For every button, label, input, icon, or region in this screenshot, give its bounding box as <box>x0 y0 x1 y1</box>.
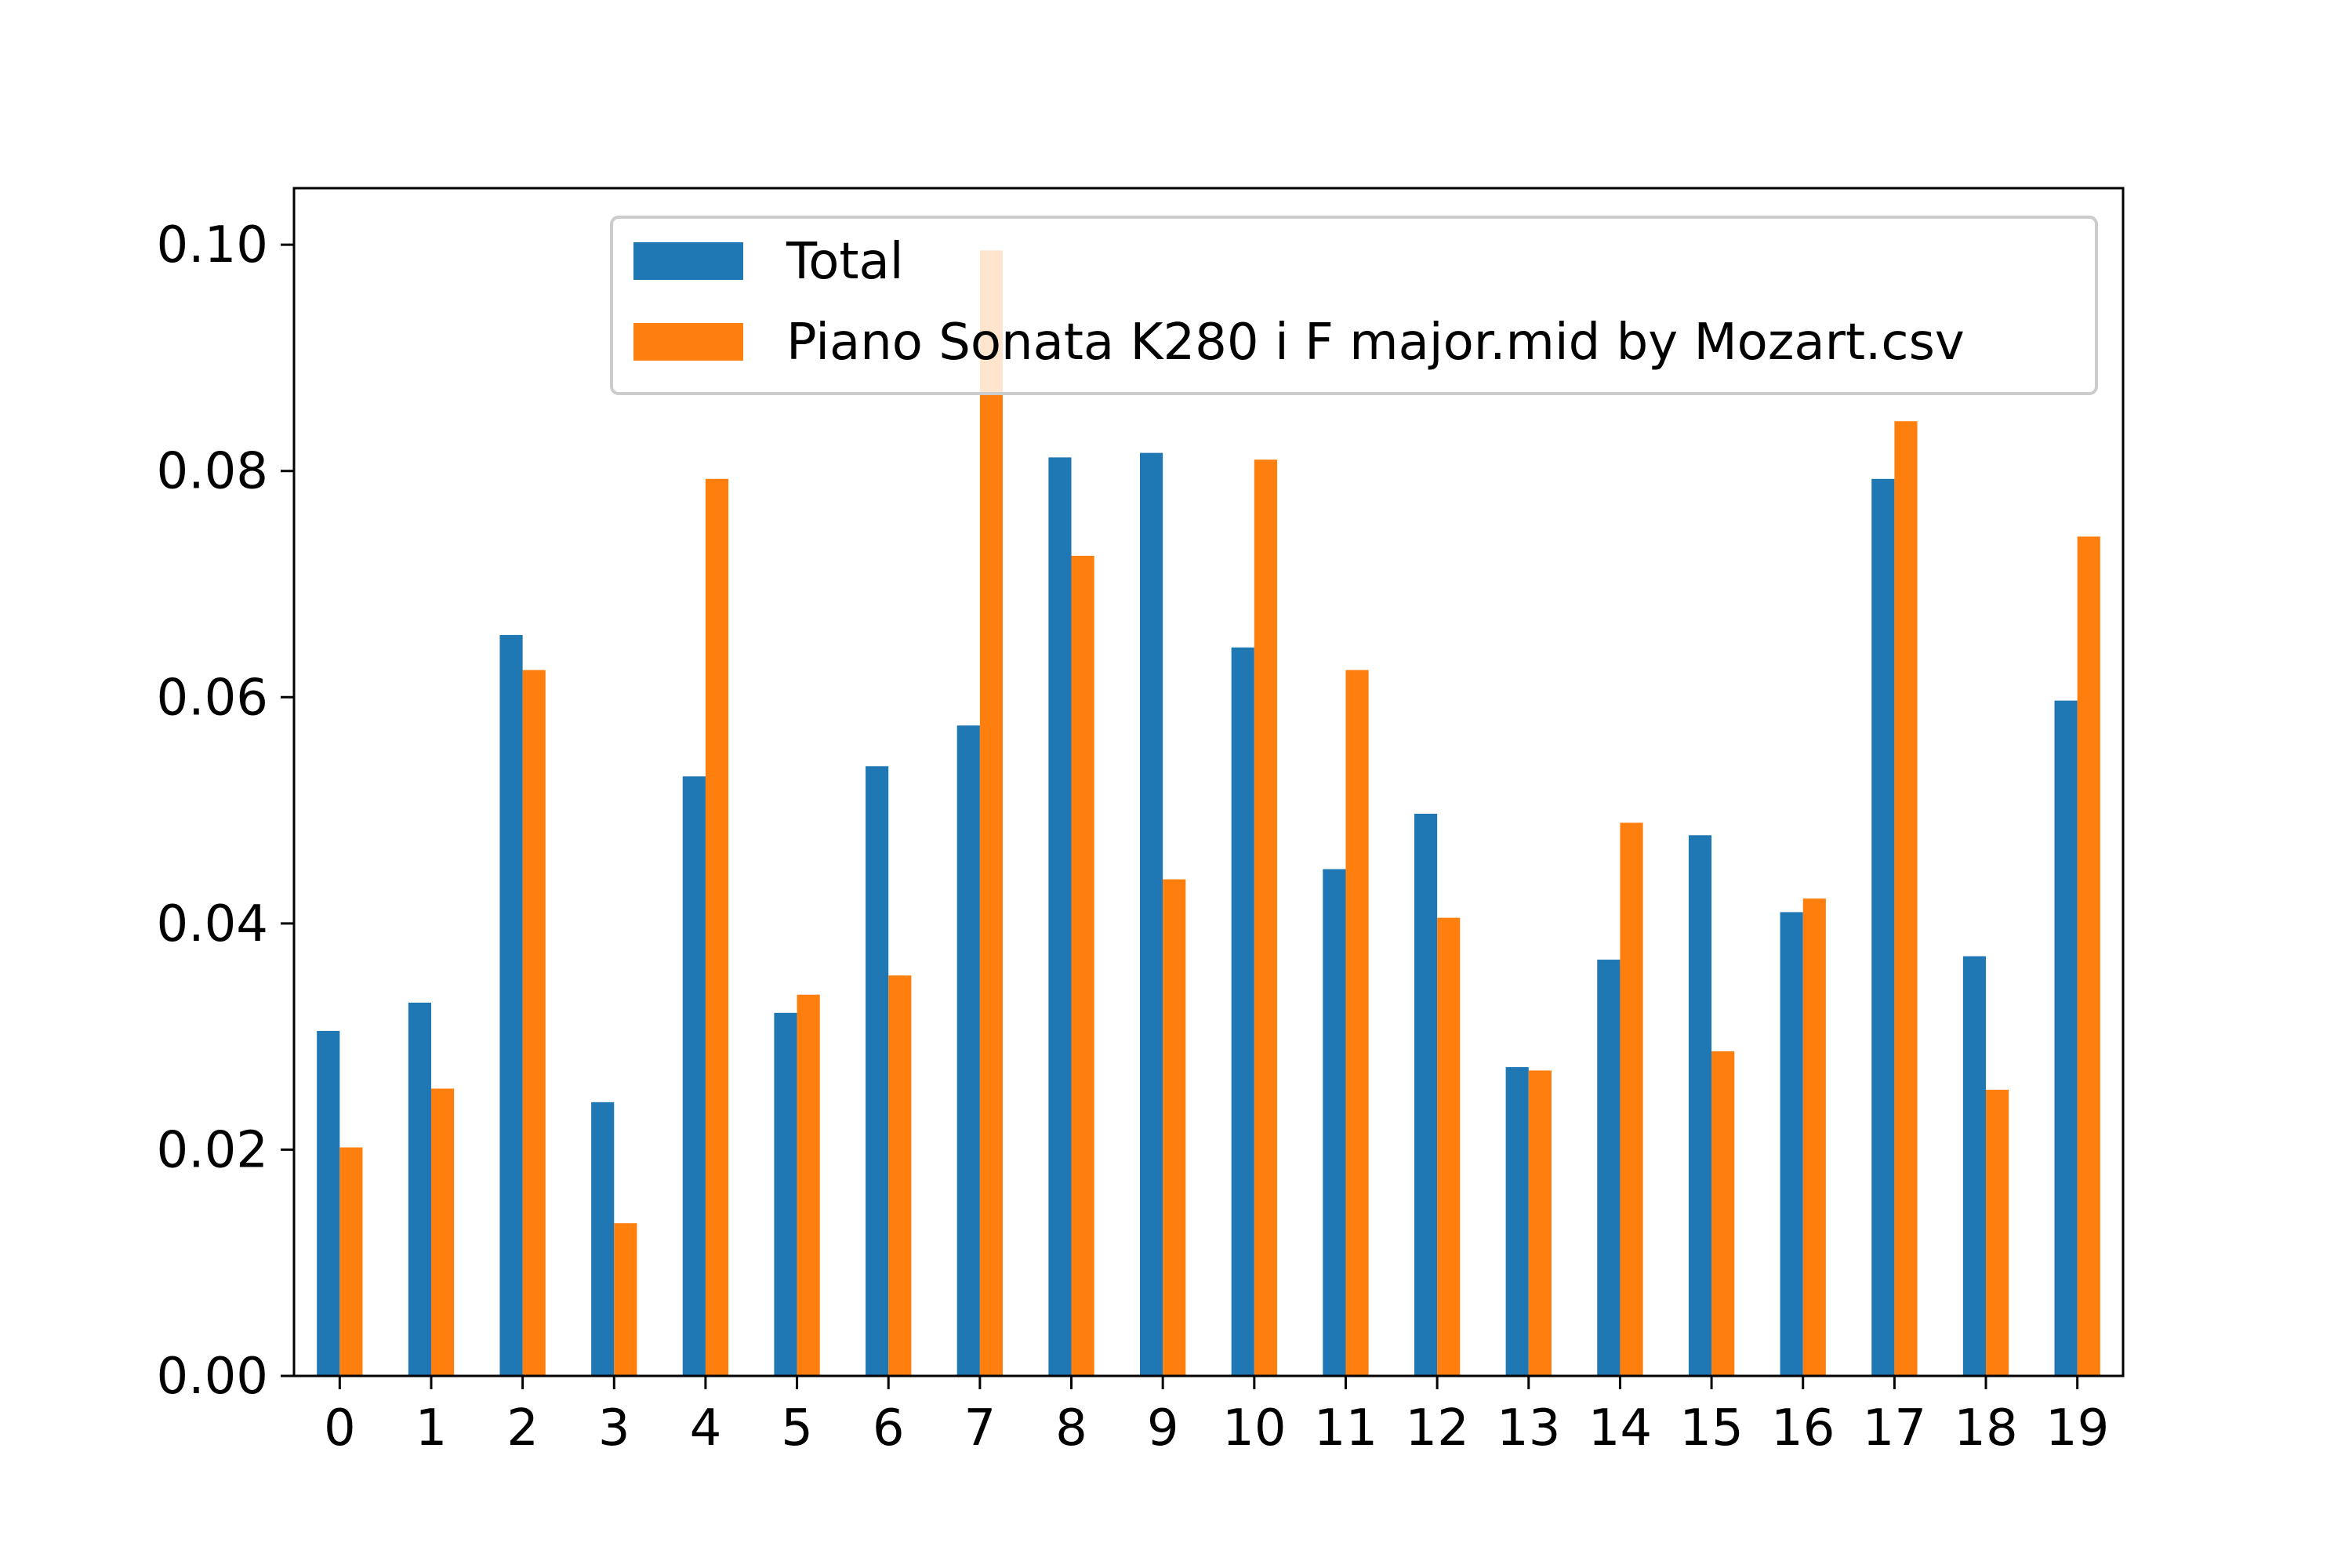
bar-series1-11 <box>1345 670 1369 1376</box>
bar-series0-5 <box>774 1012 797 1376</box>
y-tick-label: 0.08 <box>157 443 269 501</box>
x-tick-label: 11 <box>1314 1399 1377 1457</box>
x-tick-label: 0 <box>324 1399 356 1457</box>
x-tick-label: 9 <box>1147 1399 1179 1457</box>
x-tick-label: 12 <box>1405 1399 1468 1457</box>
bar-series0-0 <box>317 1030 340 1376</box>
bar-series0-12 <box>1414 813 1438 1376</box>
y-tick-label: 0.10 <box>157 216 269 274</box>
bar-series1-1 <box>430 1088 455 1376</box>
y-tick-label: 0.04 <box>157 895 269 953</box>
x-tick-label: 18 <box>1954 1399 2017 1457</box>
bar-series1-0 <box>339 1147 363 1376</box>
bar-series0-6 <box>866 766 889 1376</box>
bar-series0-2 <box>499 634 523 1376</box>
bar-series1-12 <box>1437 917 1461 1376</box>
bar-series0-11 <box>1323 869 1346 1376</box>
y-tick-label: 0.06 <box>157 669 269 727</box>
bar-series0-8 <box>1048 457 1072 1376</box>
bar-series0-15 <box>1688 835 1712 1376</box>
x-tick-label: 17 <box>1863 1399 1926 1457</box>
bar-series0-19 <box>2054 700 2078 1376</box>
legend: Total Piano Sonata K280 i F major.mid by… <box>610 216 2098 395</box>
bar-series1-8 <box>1071 555 1094 1376</box>
bar-series1-15 <box>1711 1051 1735 1376</box>
y-tick-label: 0.02 <box>157 1121 269 1179</box>
bar-series1-5 <box>797 994 820 1376</box>
bar-series1-19 <box>2077 536 2100 1376</box>
plot-frame <box>292 187 2125 1377</box>
x-tick-label: 7 <box>964 1399 996 1457</box>
bar-series0-13 <box>1505 1067 1529 1376</box>
x-tick-label: 4 <box>690 1399 722 1457</box>
legend-swatch-total <box>633 242 743 280</box>
x-tick-label: 3 <box>598 1399 630 1457</box>
x-tick-label: 1 <box>416 1399 448 1457</box>
bar-series1-14 <box>1620 822 1643 1376</box>
legend-label-total: Total <box>786 233 903 291</box>
bar-series1-2 <box>522 670 546 1376</box>
x-tick-label: 15 <box>1679 1399 1743 1457</box>
bar-series1-7 <box>979 250 1004 1376</box>
bar-series1-18 <box>1986 1089 2009 1376</box>
x-tick-label: 6 <box>873 1399 905 1457</box>
x-tick-label: 13 <box>1497 1399 1560 1457</box>
bar-series0-7 <box>956 725 980 1376</box>
legend-swatch-piano-sonata <box>633 323 743 361</box>
x-tick-label: 5 <box>781 1399 813 1457</box>
bar-series0-16 <box>1780 912 1803 1376</box>
bars-group <box>317 250 2100 1377</box>
bar-series0-3 <box>591 1102 615 1376</box>
bar-series1-9 <box>1163 879 1186 1376</box>
bar-series1-6 <box>888 975 912 1376</box>
x-tick-label: 16 <box>1771 1399 1835 1457</box>
bar-series0-17 <box>1871 478 1895 1377</box>
bar-series0-9 <box>1140 452 1163 1376</box>
bar-series1-17 <box>1894 421 1918 1377</box>
bar-series0-18 <box>1962 956 1987 1376</box>
bar-series0-10 <box>1231 647 1254 1376</box>
x-tick-label: 8 <box>1055 1399 1087 1457</box>
bar-series0-1 <box>408 1002 431 1376</box>
x-axis: 0 1 2 3 4 5 6 7 8 9 10 11 12 13 14 15 16 17 18 19 <box>324 1376 2109 1457</box>
bar-series1-4 <box>705 478 729 1377</box>
bar-series1-3 <box>614 1223 637 1376</box>
x-tick-label: 19 <box>2045 1399 2109 1457</box>
legend-label-piano-sonata: Piano Sonata K280 i F major.mid by Mozar… <box>786 314 1965 372</box>
legend-box <box>610 216 2098 395</box>
x-tick-label: 10 <box>1222 1399 1286 1457</box>
y-tick-label: 0.00 <box>157 1348 269 1406</box>
x-tick-label: 14 <box>1588 1399 1652 1457</box>
bar-series1-13 <box>1528 1070 1552 1376</box>
x-tick-label: 2 <box>506 1399 539 1457</box>
bar-series0-4 <box>682 776 706 1376</box>
bar-series1-16 <box>1802 898 1826 1376</box>
bar-series1-10 <box>1254 459 1277 1377</box>
y-axis: 0.00 0.02 0.04 0.06 0.08 0.10 <box>157 216 294 1406</box>
bar-series0-14 <box>1597 960 1621 1376</box>
